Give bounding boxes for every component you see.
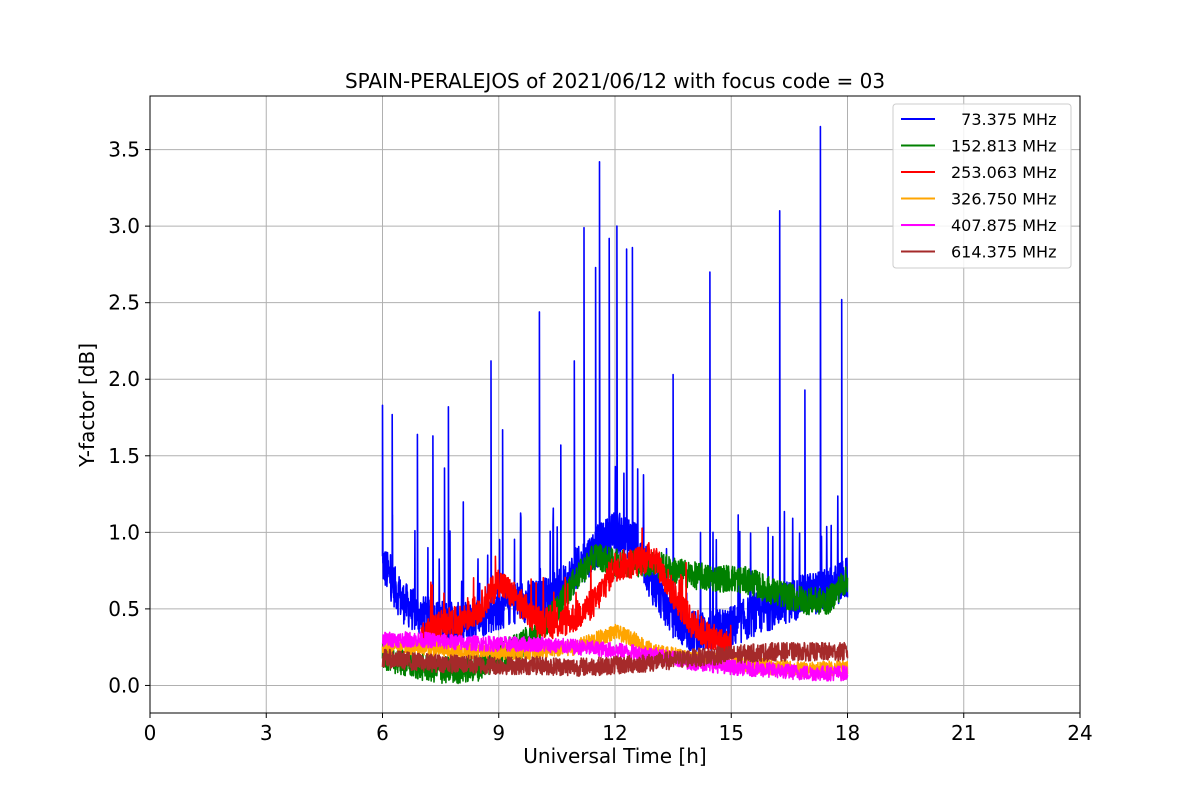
- series-group: [381, 125, 849, 685]
- series-line-3: [420, 527, 733, 661]
- y-axis: 0.0 0.5 1.0 1.5 2.0 2.5 3.0 3.5: [108, 138, 150, 697]
- x-tick-label: 0: [144, 721, 157, 745]
- legend: 73.375 MHz 152.813 MHz 253.063 MHz 326.750 …: [892, 103, 1072, 269]
- legend-label: 152.813 MHz: [951, 137, 1056, 156]
- x-tick-label: 12: [602, 721, 627, 745]
- y-tick-label: 1.5: [108, 444, 140, 468]
- y-tick-label: 2.0: [108, 367, 140, 391]
- legend-label: 253.063 MHz: [951, 163, 1056, 182]
- x-tick-label: 15: [719, 721, 744, 745]
- chart-title: SPAIN-PERALEJOS of 2021/06/12 with focus…: [345, 69, 885, 93]
- x-tick-label: 24: [1067, 721, 1092, 745]
- series-line-5: [381, 631, 849, 682]
- x-tick-label: 3: [260, 721, 273, 745]
- legend-box: [892, 103, 1072, 269]
- y-tick-label: 0.0: [108, 673, 140, 697]
- y-tick-label: 3.0: [108, 214, 140, 238]
- legend-label: 614.375 MHz: [951, 243, 1056, 262]
- y-tick-label: 3.5: [108, 138, 140, 162]
- y-tick-label: 0.5: [108, 597, 140, 621]
- y-tick-label: 2.5: [108, 291, 140, 315]
- series-line-6: [381, 641, 849, 677]
- grid: [149, 96, 1081, 713]
- x-tick-label: 21: [951, 721, 976, 745]
- legend-label: 73.375 MHz: [951, 110, 1056, 129]
- x-tick-label: 9: [492, 721, 505, 745]
- y-tick-label: 1.0: [108, 520, 140, 544]
- legend-label: 326.750 MHz: [951, 190, 1056, 209]
- y-axis-label: Y-factor [dB]: [75, 343, 99, 468]
- x-tick-label: 18: [835, 721, 860, 745]
- legend-label: 407.875 MHz: [951, 216, 1056, 235]
- x-axis: 0 3 6 9 12 15 18 21 24: [144, 713, 1093, 745]
- x-axis-label: Universal Time [h]: [523, 744, 706, 768]
- x-tick-label: 6: [376, 721, 389, 745]
